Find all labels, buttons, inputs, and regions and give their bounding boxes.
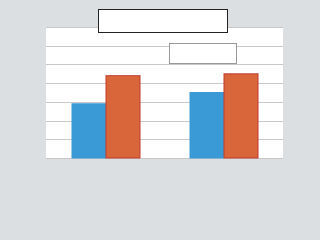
title-box: [98, 9, 228, 33]
bar: [223, 73, 259, 159]
bar: [71, 103, 107, 159]
bars: [71, 73, 259, 159]
bar: [189, 92, 225, 159]
bar: [105, 75, 141, 159]
page: {"chart_data": {"type": "bar", "categori…: [46, 9, 283, 159]
legend-box: [169, 43, 237, 64]
chart: [46, 9, 283, 159]
